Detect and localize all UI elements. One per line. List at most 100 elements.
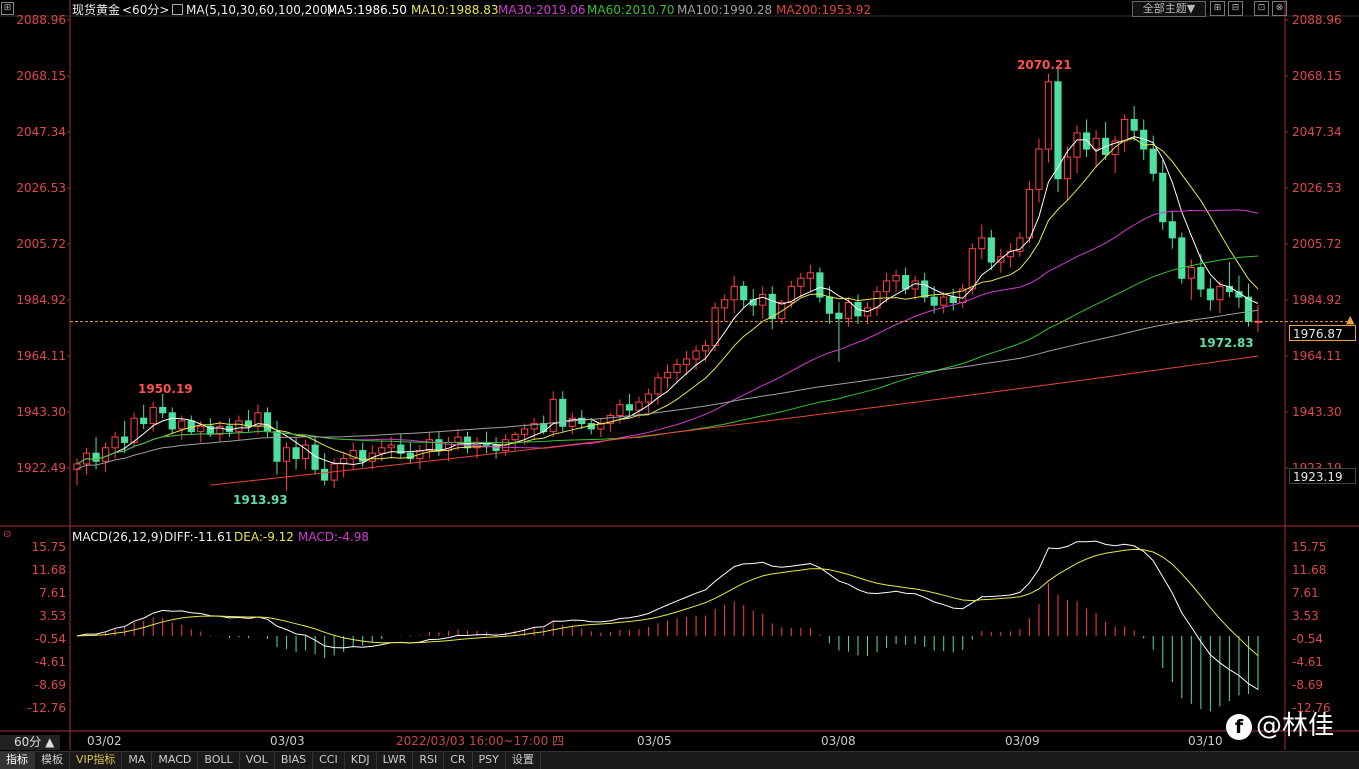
- candle-body: [797, 277, 805, 287]
- candle-body: [825, 296, 834, 314]
- tab-settings[interactable]: 设置: [506, 752, 541, 769]
- macd-tick-label: 15.75: [1292, 540, 1326, 554]
- ma100-value: MA100:1990.28: [677, 3, 773, 17]
- candle-body: [568, 417, 576, 427]
- tab-vol[interactable]: VOL: [240, 752, 275, 769]
- candle-body: [806, 272, 814, 279]
- candle-body: [263, 412, 272, 433]
- macd-diff: DIFF:-11.61: [164, 530, 233, 544]
- tab-template[interactable]: 模板: [35, 752, 70, 769]
- theme-dropdown[interactable]: 全部主题▼: [1132, 1, 1206, 17]
- candle-body: [787, 285, 795, 303]
- macd-tick-label: 11.68: [1292, 563, 1326, 577]
- price-tick-label: 2005.72: [16, 237, 66, 251]
- time-label: 03/08: [821, 734, 856, 748]
- price-tick-label: 1964.11: [1292, 349, 1342, 363]
- candle-body: [1092, 137, 1100, 150]
- tab-macd[interactable]: MACD: [152, 752, 199, 769]
- macd-tick-label: 7.61: [39, 586, 66, 600]
- tab-lwr[interactable]: LWR: [377, 752, 414, 769]
- maximize-icon[interactable]: ⊡: [1254, 1, 1269, 16]
- instrument-name: 现货黄金: [72, 3, 121, 17]
- candle-body: [92, 452, 100, 462]
- candle-body: [768, 293, 776, 320]
- tab-ma[interactable]: MA: [122, 752, 153, 769]
- candle-body: [1121, 118, 1129, 142]
- candle-body: [282, 447, 291, 462]
- chart-settings-icon[interactable]: ⊞: [1, 2, 14, 15]
- candle-body: [1016, 237, 1024, 252]
- candle-body: [425, 439, 433, 451]
- macd-tick-label: 11.68: [32, 563, 66, 577]
- candle-body: [235, 420, 243, 433]
- macd-tick-label: -0.54: [1292, 632, 1323, 646]
- candle-body: [749, 299, 757, 306]
- time-label: 03/05: [637, 734, 672, 748]
- price-tick-label: 1984.92: [1292, 293, 1342, 307]
- tab-bias[interactable]: BIAS: [275, 752, 314, 769]
- candle-body: [549, 398, 557, 433]
- close-icon[interactable]: ⊗: [1272, 1, 1287, 16]
- candle-body: [1206, 288, 1214, 301]
- time-label: 03/09: [1005, 734, 1040, 748]
- candle-body: [292, 447, 300, 460]
- tab-rsi[interactable]: RSI: [413, 752, 445, 769]
- price-tick-label: 1984.92: [16, 293, 66, 307]
- layout-icon[interactable]: ⊞: [1210, 1, 1225, 16]
- candle-body: [921, 280, 929, 298]
- tab-vip-indicators[interactable]: VIP指标: [70, 752, 123, 769]
- candle-body: [721, 299, 729, 309]
- candle-body: [663, 371, 672, 379]
- candle-body: [873, 291, 881, 309]
- macd-tick-label: -4.61: [35, 655, 66, 669]
- price-tick-label: 2088.96: [1292, 13, 1342, 27]
- candle-body: [454, 436, 462, 443]
- annotation-high-2: 2070.21: [1017, 58, 1072, 72]
- candle-body: [197, 425, 205, 433]
- candle-body: [968, 248, 976, 290]
- price-tick-label: 2026.53: [16, 181, 66, 195]
- candle-body: [149, 406, 157, 425]
- candle-body: [682, 358, 691, 365]
- price-tick-label: 1943.30: [16, 405, 66, 419]
- tab-boll[interactable]: BOLL: [198, 752, 240, 769]
- time-label: 03/03: [270, 734, 305, 748]
- split-icon[interactable]: ⊟: [1228, 1, 1243, 16]
- macd-tick-label: -8.69: [35, 678, 66, 692]
- candle-body: [101, 447, 110, 462]
- tab-kdj[interactable]: KDJ: [345, 752, 377, 769]
- candle-body: [1073, 132, 1081, 158]
- candle-body: [606, 414, 614, 425]
- candle-body: [349, 449, 357, 460]
- candle-body: [378, 447, 386, 454]
- ma100-line: [76, 309, 1259, 470]
- ma60-value: MA60:2010.70: [587, 3, 675, 17]
- candle-body: [397, 444, 405, 454]
- tab-indicators[interactable]: 指标: [0, 752, 35, 769]
- candle-body: [654, 377, 662, 395]
- candle-body: [111, 436, 119, 449]
- tab-cci[interactable]: CCI: [313, 752, 345, 769]
- macd-settings-icon[interactable]: ⊙: [3, 529, 12, 540]
- ma5-value: MA5:1986.50: [327, 3, 407, 17]
- period-selector[interactable]: 60分 ▲: [0, 735, 60, 750]
- macd-value: MACD:-4.98: [298, 530, 370, 544]
- ma-toggle-icon[interactable]: [172, 4, 183, 15]
- ma-spec: MA(5,10,30,60,100,200): [172, 3, 332, 17]
- tab-cr[interactable]: CR: [444, 752, 473, 769]
- current-price-arrow-icon: ▲: [1346, 313, 1355, 326]
- candle-body: [882, 280, 891, 293]
- time-label: 03/02: [87, 734, 122, 748]
- ma-spec-label: MA(5,10,30,60,100,200): [186, 3, 333, 17]
- tab-psy[interactable]: PSY: [473, 752, 506, 769]
- candle-body: [159, 406, 167, 414]
- candle-body: [835, 312, 843, 320]
- candle-body: [673, 363, 681, 373]
- price-tick-label: 2047.34: [16, 125, 66, 139]
- candle-body: [1168, 221, 1176, 239]
- price-tick-label: 2026.53: [1292, 181, 1342, 195]
- candle-body: [559, 398, 567, 427]
- candle-body: [1197, 266, 1205, 290]
- macd-tick-label: -12.76: [1292, 701, 1331, 715]
